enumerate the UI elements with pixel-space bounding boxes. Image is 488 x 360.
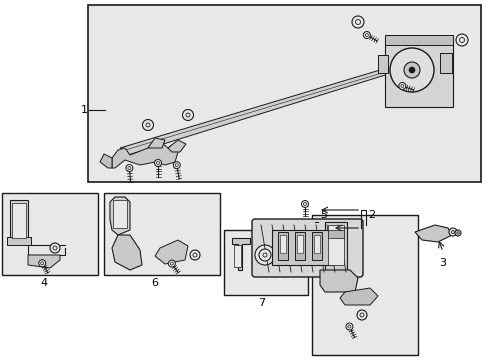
Circle shape <box>154 159 161 166</box>
Polygon shape <box>168 140 185 152</box>
Circle shape <box>301 201 308 207</box>
Circle shape <box>168 260 175 267</box>
Bar <box>377 55 387 73</box>
Bar <box>294 232 305 260</box>
Bar <box>7 237 31 245</box>
Polygon shape <box>155 240 187 264</box>
Bar <box>327 225 343 265</box>
Circle shape <box>173 162 180 168</box>
Circle shape <box>403 62 419 78</box>
Polygon shape <box>112 235 142 270</box>
Circle shape <box>389 48 433 92</box>
Text: 3: 3 <box>439 258 446 268</box>
Bar <box>311 232 321 260</box>
Circle shape <box>190 250 200 260</box>
Bar <box>113 200 127 228</box>
Bar <box>224 230 307 295</box>
Text: 6: 6 <box>151 278 158 288</box>
Circle shape <box>408 67 414 73</box>
Text: 7: 7 <box>258 298 265 308</box>
Text: 1: 1 <box>81 105 88 115</box>
Circle shape <box>398 82 405 89</box>
Bar <box>10 200 28 242</box>
Bar <box>311 215 417 355</box>
Circle shape <box>39 260 46 267</box>
Polygon shape <box>120 67 394 155</box>
Text: 5: 5 <box>319 210 326 220</box>
Circle shape <box>356 310 366 320</box>
Polygon shape <box>112 143 178 168</box>
Circle shape <box>125 165 133 171</box>
Polygon shape <box>231 238 249 270</box>
Bar <box>384 35 452 45</box>
Polygon shape <box>319 270 357 292</box>
Circle shape <box>182 109 193 121</box>
Circle shape <box>345 323 352 330</box>
Bar <box>278 232 287 260</box>
FancyBboxPatch shape <box>251 219 362 277</box>
Text: 2: 2 <box>367 210 374 220</box>
Circle shape <box>351 16 363 28</box>
Bar <box>439 53 451 73</box>
Polygon shape <box>28 255 60 268</box>
Polygon shape <box>100 154 112 168</box>
Circle shape <box>254 245 274 265</box>
Circle shape <box>454 230 460 236</box>
Bar <box>234 245 241 267</box>
Bar <box>12 203 26 238</box>
Bar <box>280 235 285 253</box>
Bar <box>384 37 452 107</box>
Polygon shape <box>339 288 377 305</box>
Circle shape <box>50 243 60 253</box>
Bar <box>2 193 98 275</box>
Polygon shape <box>148 138 164 148</box>
Circle shape <box>448 228 456 236</box>
Bar <box>296 235 303 253</box>
Polygon shape <box>110 197 130 235</box>
Text: 4: 4 <box>41 278 47 288</box>
Bar <box>88 5 480 182</box>
Circle shape <box>259 249 270 261</box>
Bar <box>104 193 220 275</box>
Bar <box>313 235 319 253</box>
Circle shape <box>363 32 369 39</box>
Polygon shape <box>414 225 451 242</box>
Circle shape <box>455 34 467 46</box>
Bar <box>325 222 346 270</box>
Circle shape <box>142 120 153 131</box>
Bar <box>327 230 343 238</box>
Bar <box>271 230 331 265</box>
